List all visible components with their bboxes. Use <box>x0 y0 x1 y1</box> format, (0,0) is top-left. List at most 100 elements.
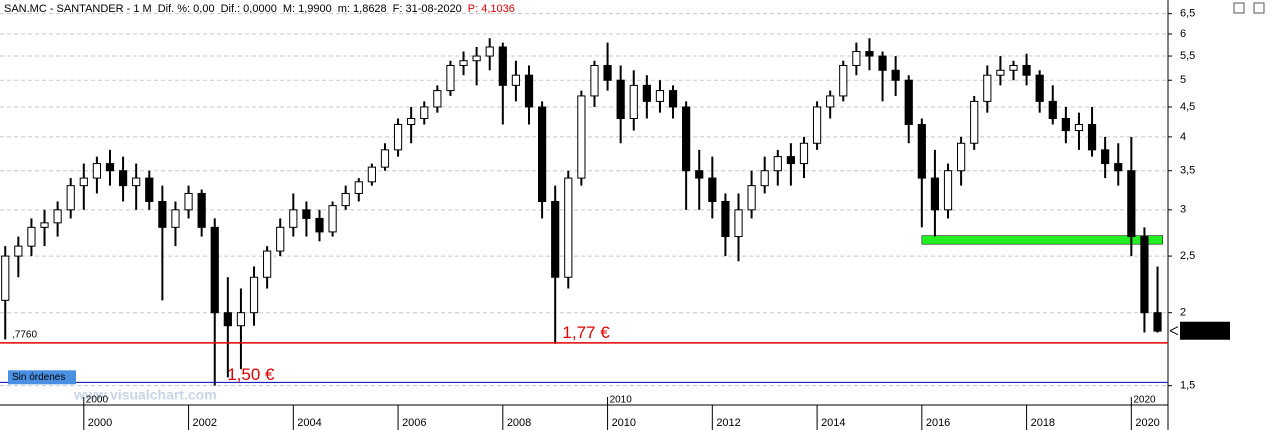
candle-body <box>132 177 141 187</box>
y-tick-label: 4 <box>1180 131 1186 143</box>
candle-body <box>14 245 23 257</box>
y-tick-label: 3,5 <box>1180 165 1195 177</box>
candle-body <box>53 209 62 224</box>
candle-body <box>197 192 206 228</box>
window-button[interactable] <box>1233 2 1245 14</box>
candle-body <box>799 142 809 165</box>
candle-body <box>812 106 822 144</box>
annotation: 1,50 € <box>227 365 275 384</box>
candle-body <box>92 163 101 179</box>
candle-body <box>276 226 285 252</box>
candle-body <box>380 149 390 168</box>
annotation: 1,77 € <box>562 323 610 342</box>
y-tick-label: 6,5 <box>1180 8 1195 20</box>
candle-body <box>485 46 494 57</box>
y-tick-label: 1,5 <box>1180 380 1195 392</box>
candle-body <box>852 50 861 66</box>
symbol: SAN.MC - SANTANDER - 1 M <box>4 3 152 15</box>
candle-body <box>79 177 88 187</box>
y-tick-label: 2 <box>1180 307 1186 319</box>
candle-body <box>760 170 769 187</box>
candle-body <box>1009 64 1018 71</box>
candle-body <box>551 201 560 278</box>
candle-body <box>537 106 547 203</box>
candle-body <box>1087 123 1097 151</box>
candle-body <box>564 177 573 278</box>
header-field: Dif. %: 0,00 <box>158 3 215 15</box>
candle-body <box>695 170 704 179</box>
candle-body <box>263 250 272 278</box>
x-tick-label: 2012 <box>716 417 740 429</box>
candle-body <box>904 79 913 125</box>
candle-body <box>1 255 10 301</box>
y-tick-label: 3 <box>1180 204 1186 216</box>
window-button[interactable] <box>1253 2 1265 14</box>
y-tick-label: 6 <box>1180 28 1186 40</box>
y-tick-label: 5,5 <box>1180 50 1195 62</box>
candle-body <box>40 222 49 228</box>
candle-body <box>839 64 848 97</box>
header-field: Dif.: 0,0000 <box>221 3 277 15</box>
candle-body <box>1101 149 1110 165</box>
candle-body <box>970 100 979 144</box>
candle-body <box>511 74 521 86</box>
candle-body <box>603 64 612 81</box>
candle-body <box>354 181 363 194</box>
candle-body <box>1127 170 1136 238</box>
candle-body <box>433 90 442 108</box>
candle-body <box>105 163 115 172</box>
candle-body <box>668 90 678 108</box>
candle-body <box>66 185 75 211</box>
x-tick-label: 2010 <box>612 417 636 429</box>
header: SAN.MC - SANTANDER - 1 M Dif. %: 0,00 Dif.… <box>4 3 515 15</box>
candle-body <box>917 123 926 179</box>
x-tick-label: 2018 <box>1031 417 1055 429</box>
candle-body <box>498 46 507 86</box>
candle-body <box>983 74 992 102</box>
candle-body <box>826 95 835 108</box>
x-tick-label: 2000 <box>88 417 112 429</box>
candle-body <box>158 201 167 228</box>
x-major-label: 2020 <box>1133 395 1156 406</box>
price-tag-label: 1,8628 <box>1182 325 1216 337</box>
status-box <box>8 370 76 385</box>
x-tick-label: 2020 <box>1135 417 1159 429</box>
candle-body <box>315 217 324 233</box>
candle-body <box>734 209 743 238</box>
candle-body <box>341 192 350 207</box>
candle-body <box>642 84 651 102</box>
candle-body <box>236 312 246 327</box>
candle-body <box>223 312 232 327</box>
x-tick-label: 2008 <box>507 417 531 429</box>
candle-body <box>1074 123 1084 132</box>
candle-body <box>1035 74 1044 102</box>
x-major-label: 2000 <box>86 395 109 406</box>
candle-body <box>1140 236 1149 314</box>
candle-body <box>210 226 219 314</box>
candle-body <box>682 106 691 172</box>
x-tick-label: 2006 <box>402 417 426 429</box>
candle-body <box>367 166 376 183</box>
candle-body <box>590 64 599 97</box>
candle-body <box>27 226 36 247</box>
candle-body <box>184 192 193 211</box>
candle-body <box>629 84 638 119</box>
candle-body <box>393 123 403 151</box>
candle-body <box>943 170 953 211</box>
candle-body <box>118 170 128 187</box>
candle-body <box>773 156 782 172</box>
plot-area <box>0 13 1168 387</box>
candle-body <box>747 185 756 211</box>
zone <box>921 235 1164 245</box>
candle-body <box>786 156 795 165</box>
candle-body <box>655 90 665 102</box>
candle-body <box>577 95 586 179</box>
candle-body <box>524 74 534 108</box>
y-tick-label: 4,5 <box>1180 101 1195 113</box>
x-major-label: 2010 <box>610 395 633 406</box>
y-tick-label: 2,5 <box>1180 250 1195 262</box>
header-price: P: 4,1036 <box>468 3 515 15</box>
candle-body <box>328 205 337 233</box>
status-label: Sin órdenes <box>12 372 65 383</box>
